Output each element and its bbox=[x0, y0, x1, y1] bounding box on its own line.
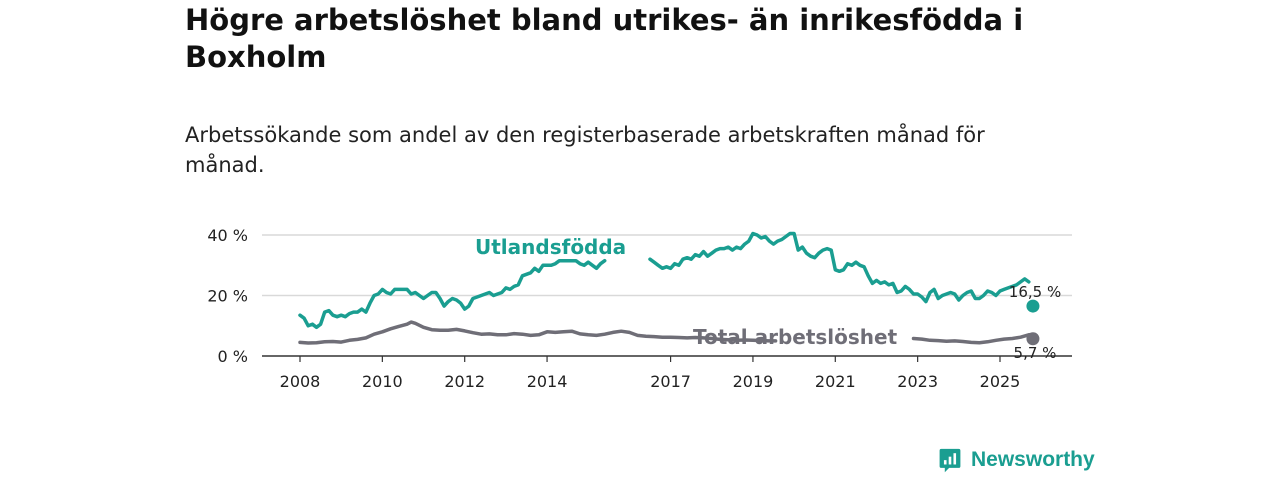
newsworthy-brand: Newsworthy bbox=[937, 448, 1095, 474]
end-point-foreign-born bbox=[1026, 299, 1040, 313]
series-line-segment bbox=[298, 258, 607, 330]
x-tick-label: 2023 bbox=[897, 372, 938, 391]
y-tick-label: 40 % bbox=[207, 226, 248, 245]
newsworthy-brand-name: Newsworthy bbox=[971, 448, 1095, 471]
x-tick-label: 2017 bbox=[650, 372, 691, 391]
newsworthy-logo-icon bbox=[939, 448, 961, 473]
end-point-total-unemployment bbox=[1026, 332, 1040, 346]
end-label-total-unemployment: 5,7 % bbox=[1014, 344, 1057, 362]
series-foreign-born bbox=[298, 231, 1031, 330]
x-tick-label: 2008 bbox=[280, 372, 321, 391]
x-tick-label: 2021 bbox=[815, 372, 856, 391]
series-total-unemployment bbox=[298, 320, 1037, 345]
x-tick-label: 2010 bbox=[362, 372, 403, 391]
x-axis-ticks: 2008 2010 2012 2014 2017 2019 2021 2023 2025 bbox=[280, 356, 1021, 391]
series-label-total-unemployment: Total arbetslöshet bbox=[693, 325, 898, 349]
x-tick-label: 2019 bbox=[733, 372, 774, 391]
end-label-foreign-born: 16,5 % bbox=[1009, 283, 1061, 301]
series-line-segment bbox=[298, 320, 778, 345]
x-tick-label: 2014 bbox=[527, 372, 568, 391]
y-tick-label: 20 % bbox=[207, 287, 248, 306]
x-tick-label: 2012 bbox=[444, 372, 485, 391]
y-tick-label: 0 % bbox=[218, 347, 248, 366]
chart-subtitle: Arbetssökande som andel av den registerb… bbox=[185, 123, 985, 177]
y-axis-ticks: 0 % 20 % 40 % bbox=[207, 226, 248, 366]
chart-title: Högre arbetslöshet bland utrikes- än inr… bbox=[185, 3, 1024, 74]
series-line-segment bbox=[911, 332, 1037, 345]
series-line-segment bbox=[648, 231, 1031, 304]
x-tick-label: 2025 bbox=[980, 372, 1021, 391]
series-label-foreign-born: Utlandsfödda bbox=[475, 235, 626, 259]
